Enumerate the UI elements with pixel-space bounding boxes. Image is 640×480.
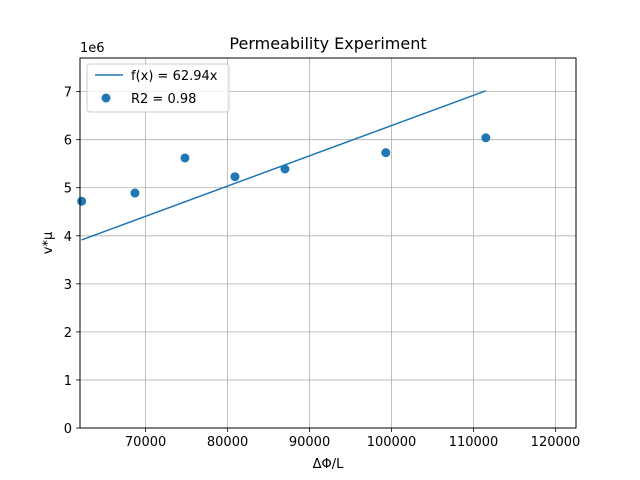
x-tick-label: 70000 <box>125 435 166 450</box>
x-tick-label: 90000 <box>289 435 330 450</box>
scatter-point <box>130 188 140 198</box>
x-tick-label: 110000 <box>449 435 499 450</box>
scatter-point <box>180 153 190 163</box>
y-tick-label: 7 <box>64 86 72 101</box>
grid <box>80 58 576 429</box>
scatter-point <box>481 133 491 143</box>
plot-area <box>80 58 576 428</box>
legend-scatter-swatch <box>101 93 111 103</box>
legend: f(x) = 62.94x R2 = 0.98 <box>86 63 230 113</box>
y-axis-label: v*μ <box>41 232 56 254</box>
x-axis-ticks: 70000 80000 90000 100000 110000 120000 <box>125 428 580 450</box>
x-axis-label: ΔΦ/L <box>313 457 345 472</box>
legend-label-scatter: R2 = 0.98 <box>131 92 196 107</box>
y-axis-ticks: 0 1 2 3 4 5 6 7 <box>64 86 80 437</box>
plot-series <box>77 90 491 241</box>
scatter-point <box>280 164 290 174</box>
x-tick-label: 100000 <box>367 435 417 450</box>
y-tick-label: 2 <box>64 326 72 341</box>
y-axis-offset-label: 1e6 <box>80 41 105 56</box>
legend-label-line: f(x) = 62.94x <box>131 69 218 84</box>
y-tick-label: 3 <box>64 278 72 293</box>
scatter-point <box>381 148 391 158</box>
legend-box <box>86 63 230 113</box>
chart-title: Permeability Experiment <box>229 34 426 53</box>
axes-frame <box>79 57 577 429</box>
y-tick-label: 0 <box>64 422 72 437</box>
x-tick-label: 120000 <box>531 435 581 450</box>
scatter-point <box>230 172 240 182</box>
x-tick-label: 80000 <box>207 435 248 450</box>
y-tick-label: 1 <box>64 374 72 389</box>
y-tick-label: 4 <box>64 230 72 245</box>
scatter-point <box>77 196 87 206</box>
y-tick-label: 5 <box>64 182 72 197</box>
y-tick-label: 6 <box>64 134 72 149</box>
